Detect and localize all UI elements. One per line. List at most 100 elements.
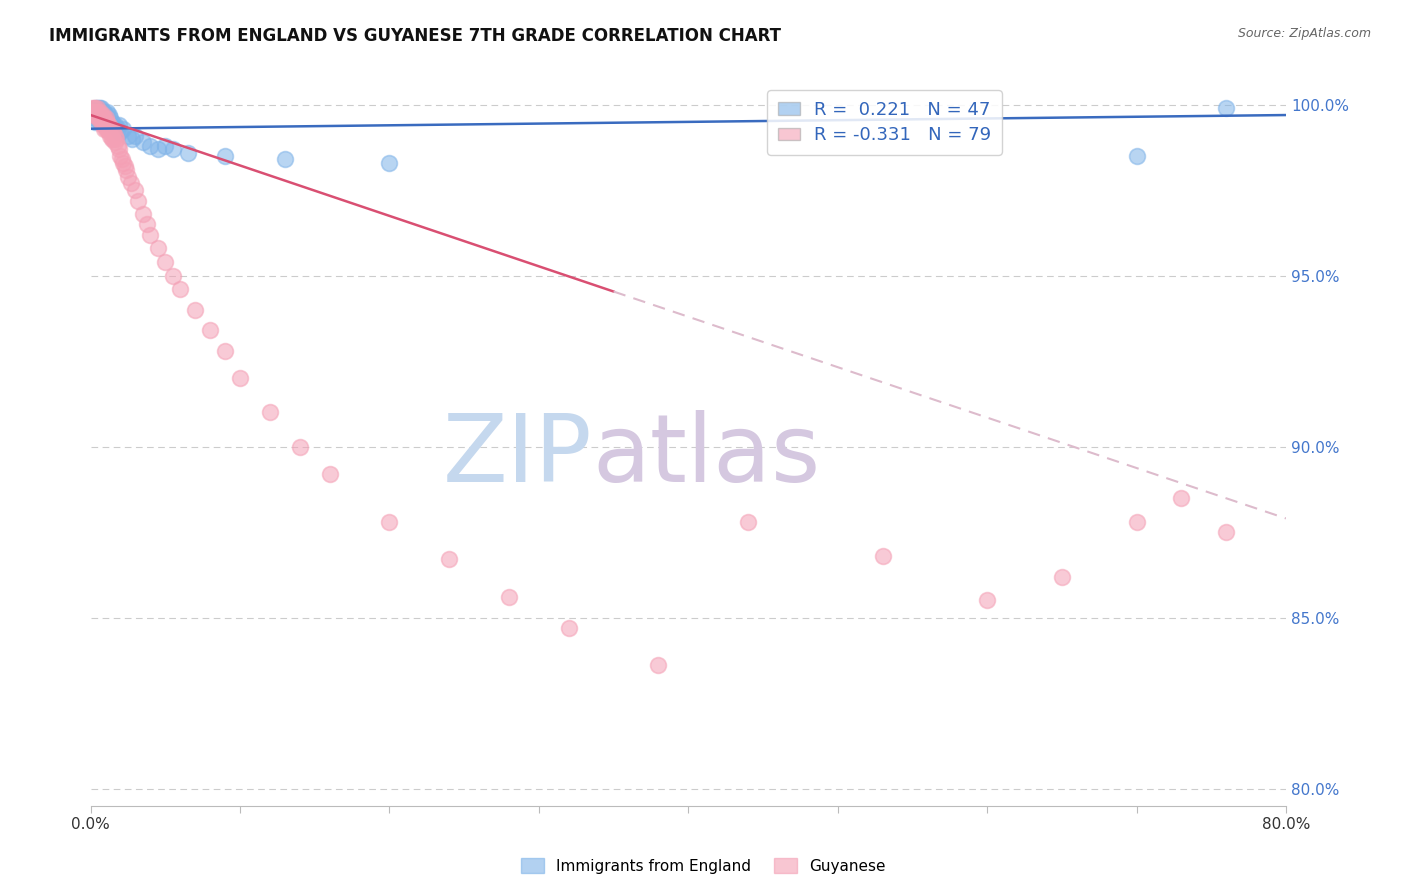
Point bbox=[87, 112, 110, 126]
Point bbox=[139, 138, 162, 153]
Point bbox=[101, 118, 124, 132]
Point bbox=[498, 590, 520, 604]
Point bbox=[87, 108, 110, 122]
Point bbox=[1215, 101, 1237, 115]
Point bbox=[82, 101, 104, 115]
Point bbox=[101, 132, 124, 146]
Point bbox=[89, 101, 111, 115]
Point bbox=[83, 108, 105, 122]
Point bbox=[378, 515, 401, 529]
Point bbox=[146, 241, 169, 255]
Point bbox=[737, 515, 759, 529]
Point bbox=[82, 108, 104, 122]
Point bbox=[83, 101, 105, 115]
Point bbox=[91, 108, 114, 122]
Text: Source: ZipAtlas.com: Source: ZipAtlas.com bbox=[1237, 27, 1371, 40]
Point bbox=[86, 108, 108, 122]
Point bbox=[90, 112, 112, 126]
Point bbox=[87, 101, 110, 115]
Point bbox=[96, 121, 118, 136]
Point bbox=[87, 104, 110, 119]
Legend: Immigrants from England, Guyanese: Immigrants from England, Guyanese bbox=[515, 852, 891, 880]
Point bbox=[112, 121, 135, 136]
Text: IMMIGRANTS FROM ENGLAND VS GUYANESE 7TH GRADE CORRELATION CHART: IMMIGRANTS FROM ENGLAND VS GUYANESE 7TH … bbox=[49, 27, 782, 45]
Point bbox=[86, 104, 108, 119]
Point bbox=[89, 108, 111, 122]
Point bbox=[114, 159, 136, 173]
Point bbox=[378, 156, 401, 170]
Point bbox=[139, 227, 162, 242]
Point bbox=[108, 118, 131, 132]
Point bbox=[184, 302, 207, 317]
Point bbox=[98, 112, 121, 126]
Point bbox=[872, 549, 894, 563]
Point bbox=[93, 112, 115, 126]
Point bbox=[83, 104, 105, 119]
Point bbox=[124, 183, 146, 197]
Point bbox=[288, 440, 311, 454]
Point bbox=[132, 207, 155, 221]
Point bbox=[84, 101, 107, 115]
Point bbox=[1170, 491, 1192, 505]
Point bbox=[87, 112, 110, 126]
Point bbox=[100, 121, 122, 136]
Point bbox=[318, 467, 340, 481]
Point bbox=[90, 101, 112, 115]
Point bbox=[90, 108, 112, 122]
Point bbox=[647, 658, 669, 673]
Point bbox=[103, 128, 125, 143]
Point bbox=[155, 255, 177, 269]
Point bbox=[100, 115, 122, 129]
Point bbox=[124, 128, 146, 143]
Point bbox=[83, 104, 105, 119]
Point bbox=[136, 218, 159, 232]
Point bbox=[177, 145, 200, 160]
Point bbox=[112, 156, 135, 170]
Point bbox=[93, 112, 115, 126]
Point bbox=[229, 371, 252, 385]
Point bbox=[82, 104, 104, 119]
Point bbox=[1050, 569, 1073, 583]
Point bbox=[96, 104, 118, 119]
Point bbox=[155, 138, 177, 153]
Point bbox=[94, 108, 117, 122]
Point bbox=[976, 593, 998, 607]
Point bbox=[111, 153, 134, 167]
Point bbox=[94, 115, 117, 129]
Point bbox=[91, 104, 114, 119]
Point bbox=[94, 112, 117, 126]
Point bbox=[558, 621, 581, 635]
Point bbox=[84, 108, 107, 122]
Point bbox=[127, 194, 149, 208]
Point bbox=[100, 132, 122, 146]
Point bbox=[97, 125, 120, 139]
Point bbox=[91, 112, 114, 126]
Point bbox=[97, 115, 120, 129]
Point bbox=[117, 169, 139, 184]
Point bbox=[121, 132, 143, 146]
Point bbox=[214, 149, 236, 163]
Point bbox=[86, 101, 108, 115]
Point bbox=[162, 142, 184, 156]
Point bbox=[83, 112, 105, 126]
Point bbox=[86, 108, 108, 122]
Point bbox=[97, 108, 120, 122]
Text: atlas: atlas bbox=[593, 410, 821, 502]
Point bbox=[274, 153, 297, 167]
Point bbox=[120, 177, 142, 191]
Point bbox=[107, 121, 129, 136]
Point bbox=[110, 149, 132, 163]
Point bbox=[93, 121, 115, 136]
Point bbox=[94, 121, 117, 136]
Point bbox=[87, 104, 110, 119]
Point bbox=[439, 552, 461, 566]
Point bbox=[1125, 149, 1147, 163]
Point bbox=[132, 136, 155, 150]
Point bbox=[103, 136, 125, 150]
Point bbox=[198, 323, 221, 337]
Point bbox=[89, 108, 111, 122]
Point bbox=[90, 115, 112, 129]
Point bbox=[89, 112, 111, 126]
Point bbox=[108, 142, 131, 156]
Point bbox=[110, 125, 132, 139]
